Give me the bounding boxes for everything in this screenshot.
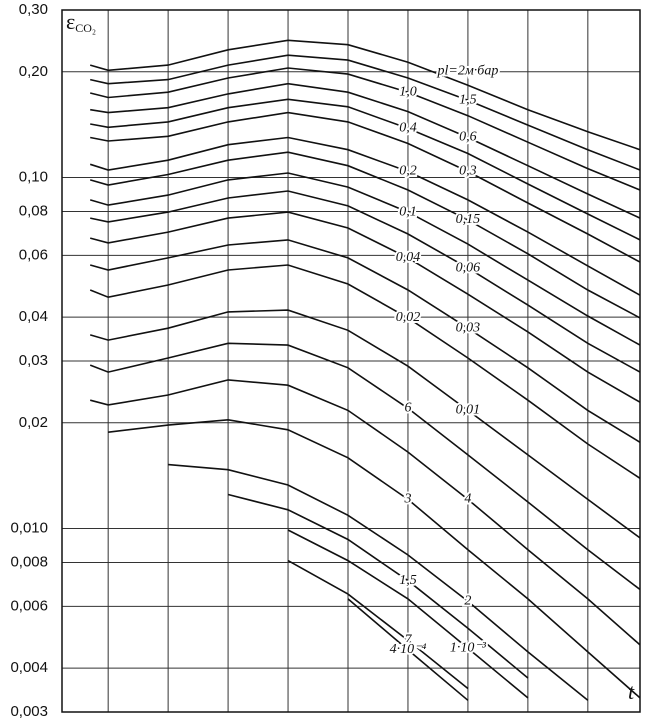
curve-label: 2: [464, 594, 471, 609]
curve: [89, 239, 641, 443]
curve: [90, 82, 641, 219]
curve-label: 0,4: [399, 121, 417, 136]
curve: [89, 264, 641, 479]
curve-label: 0,2: [399, 164, 417, 179]
y-tick-label: 0,03: [19, 352, 48, 369]
curve: [347, 598, 469, 701]
curve-label: 1,5: [399, 573, 417, 588]
y-tick-label: 0,04: [19, 308, 48, 325]
y-tick-label: 0,006: [10, 597, 48, 614]
curve: [89, 151, 641, 319]
plot-frame: [61, 9, 641, 713]
curve: [287, 559, 469, 690]
curve: [90, 98, 641, 241]
curve: [90, 67, 641, 191]
curve: [89, 342, 641, 591]
curve-label: 0,06: [456, 260, 481, 275]
curve-label: 1,0: [399, 84, 417, 99]
curve: [90, 111, 641, 263]
curve-label: 0,03: [456, 320, 481, 335]
y-tick-label: 0,08: [19, 202, 48, 219]
curve-label: 0,04: [396, 250, 421, 265]
curve: [90, 54, 641, 171]
curve: [287, 529, 529, 699]
curve-label: 0,15: [456, 212, 481, 227]
y-tick-label: 0,010: [10, 519, 48, 536]
curve-label: 0,3: [459, 164, 477, 179]
y-tick-label: 0,004: [10, 659, 48, 676]
curve-label: 7: [404, 633, 412, 648]
curve: [89, 172, 641, 346]
y-tick-label: 0,02: [19, 414, 48, 431]
y-tick-label: 0,30: [19, 1, 48, 18]
curve: [227, 493, 529, 679]
curve-label: 0,02: [396, 310, 421, 325]
curve-label: pl=2м·бар: [437, 64, 499, 79]
y-tick-label: 0,20: [19, 63, 48, 80]
curve-label: 6: [404, 400, 411, 415]
y-tick-label: 0,10: [19, 168, 48, 185]
curve: [89, 211, 641, 403]
curve: [89, 379, 641, 646]
curve: [108, 418, 641, 699]
y-tick-label: 0,003: [10, 703, 48, 719]
curve-label: 1·10⁻³: [450, 640, 487, 655]
curve-label: 1,5: [459, 92, 477, 107]
curve: [89, 39, 641, 151]
curve-label: 0,6: [459, 130, 477, 145]
curve: [168, 463, 589, 701]
y-axis-label: εCO₂: [66, 9, 96, 35]
y-tick-label: 0,06: [19, 246, 48, 263]
curve: [89, 136, 641, 296]
curve-label: 4: [464, 492, 471, 507]
curve: [89, 309, 641, 539]
curve-label: 0,1: [399, 204, 417, 219]
x-axis-label: t: [628, 679, 635, 704]
y-tick-label: 0,008: [10, 553, 48, 570]
curve: [90, 190, 641, 373]
curve-label: 0,01: [456, 403, 481, 418]
y-label-sub: CO₂: [75, 21, 96, 35]
curve-label: 3: [403, 492, 411, 507]
curve-label: 4·10⁻⁴: [390, 642, 427, 657]
y-label-main: ε: [66, 9, 75, 34]
